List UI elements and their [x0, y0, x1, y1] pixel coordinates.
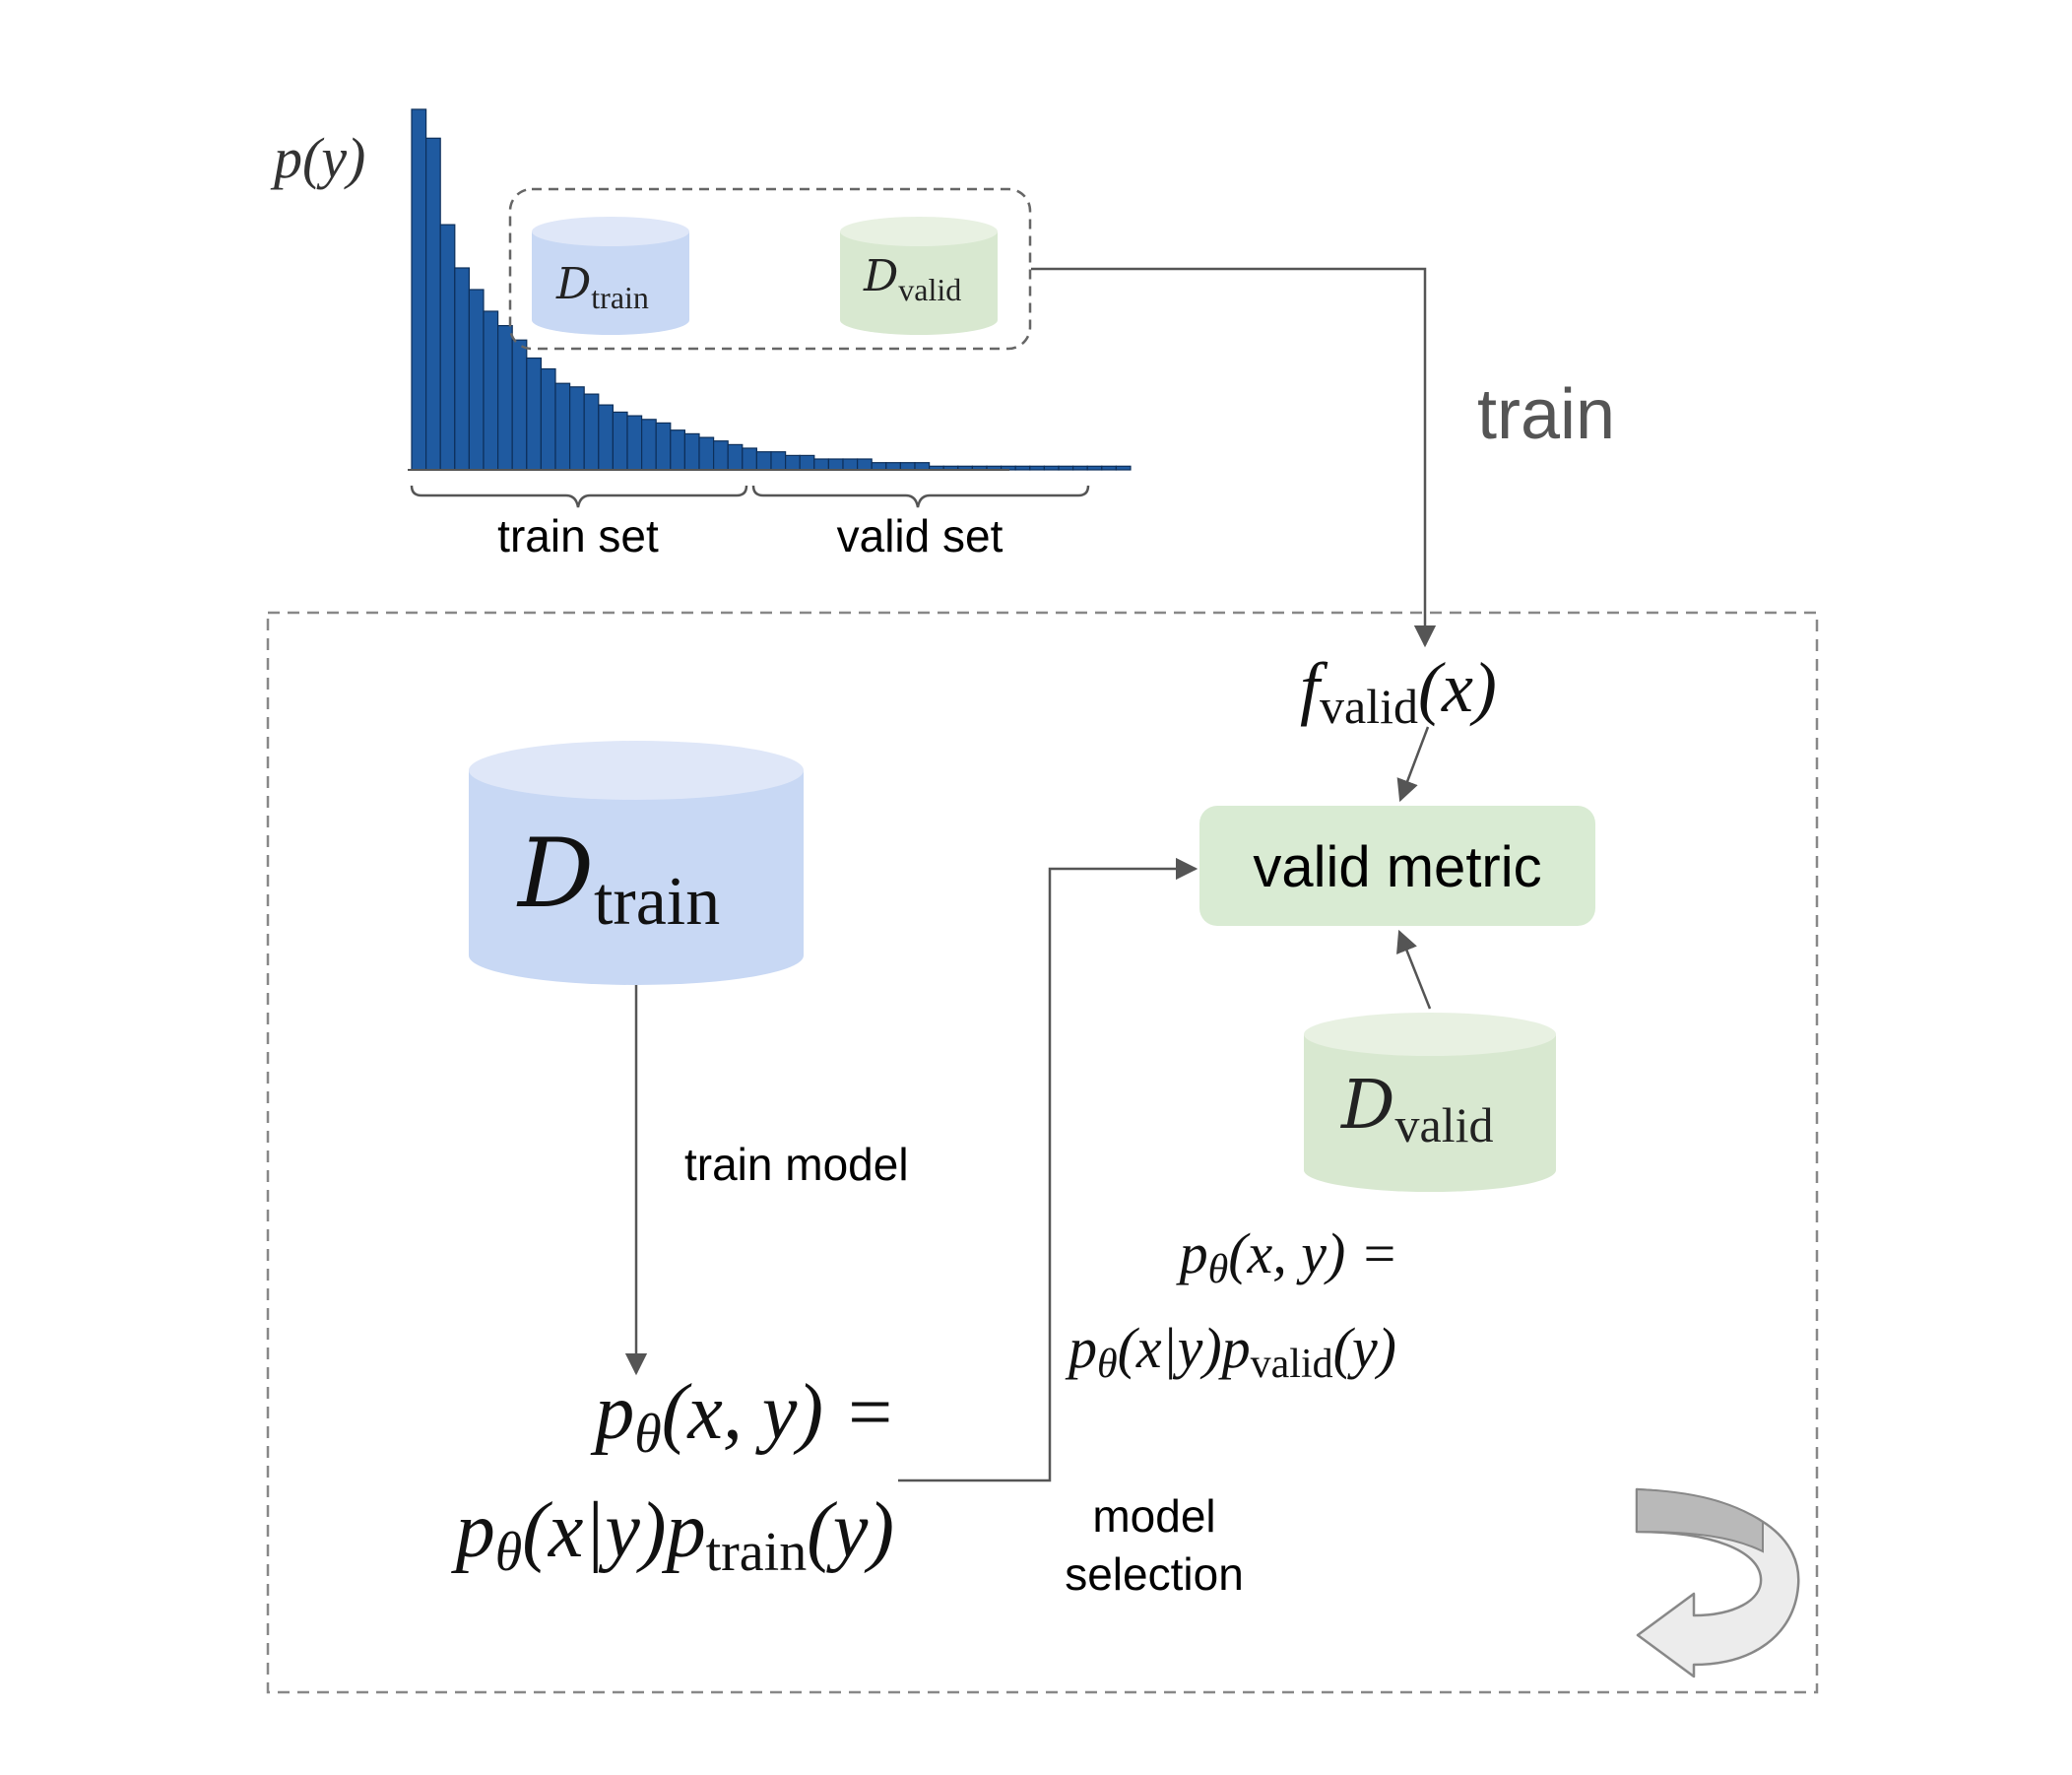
- histogram-ylabel: p(y): [270, 126, 365, 190]
- valid-db-to-metric-arrow: [1396, 929, 1432, 1010]
- train-set-brace: [410, 485, 748, 508]
- valid-joint-line2: pθ(x|y)pvalid(y): [1065, 1316, 1396, 1387]
- histogram-bar-43: [1029, 465, 1046, 471]
- svg-text:Dtrain: Dtrain: [516, 819, 720, 940]
- histogram-bar-27: [799, 454, 815, 471]
- fvalid-to-metric-arrow: [1396, 726, 1430, 803]
- f-valid-formula: fvalid(x): [1300, 648, 1497, 734]
- model-selection-label-2: selection: [1065, 1548, 1244, 1600]
- train-set-label: train set: [497, 510, 659, 561]
- long-tail-histogram: [411, 108, 1132, 471]
- curved-return-arrow-icon: [1635, 1487, 1800, 1678]
- histogram-bar-16: [640, 419, 657, 471]
- big-train-database: Dtrain: [469, 741, 804, 985]
- train-arrow: [1031, 267, 1437, 648]
- histogram-bar-26: [784, 454, 801, 471]
- histogram-bar-14: [612, 411, 628, 471]
- histogram-bar-42: [1014, 465, 1031, 471]
- model-selection-arrow: [898, 857, 1198, 1482]
- small-valid-database: Dvalid: [840, 217, 998, 335]
- histogram-bar-10: [554, 382, 571, 471]
- model-selection-panel: [266, 611, 1819, 1694]
- histogram-bar-32: [871, 462, 887, 471]
- histogram-bar-3: [454, 267, 470, 471]
- histogram-bar-5: [483, 310, 499, 471]
- histogram-bar-22: [727, 443, 744, 471]
- train-joint-line2: pθ(x|y)ptrain(y): [451, 1487, 894, 1583]
- histogram-bar-29: [827, 458, 844, 471]
- histogram-bar-2: [439, 224, 456, 471]
- histogram-bar-34: [899, 462, 916, 471]
- valid-metric-label: valid metric: [1253, 835, 1541, 899]
- valid-set-label: valid set: [837, 510, 1004, 561]
- histogram-bar-0: [411, 108, 427, 471]
- histogram-bar-30: [842, 458, 859, 471]
- histogram-bar-15: [626, 415, 643, 471]
- svg-text:Dtrain: Dtrain: [555, 259, 649, 315]
- train-model-label: train model: [684, 1139, 909, 1190]
- histogram-bar-35: [914, 462, 931, 471]
- train-label: train: [1477, 375, 1615, 454]
- histogram-bar-25: [770, 451, 787, 471]
- histogram-bar-11: [568, 386, 585, 471]
- big-valid-database: Dvalid: [1304, 1013, 1556, 1192]
- dataset-split-group: [508, 187, 1032, 351]
- valid-set-brace: [751, 485, 1090, 508]
- histogram-bar-8: [526, 357, 542, 471]
- valid-metric-box: [1199, 806, 1595, 926]
- histogram-bar-45: [1058, 465, 1074, 471]
- histogram-bar-44: [1043, 465, 1060, 471]
- histogram-bar-7: [511, 339, 528, 471]
- histogram-bar-21: [712, 440, 729, 471]
- histogram-bar-19: [683, 432, 700, 471]
- histogram-bar-24: [755, 451, 772, 471]
- histogram-bar-48: [1101, 465, 1118, 471]
- histogram-bar-33: [885, 462, 901, 471]
- histogram-bar-13: [598, 404, 614, 471]
- model-selection-label-1: model: [1092, 1490, 1215, 1542]
- histogram-bar-6: [497, 325, 513, 471]
- histogram-bar-28: [813, 458, 829, 471]
- histogram-bar-23: [742, 447, 757, 471]
- histogram-bar-20: [698, 436, 715, 471]
- histogram-bar-12: [583, 393, 600, 471]
- histogram-bar-31: [856, 458, 873, 471]
- histogram-bar-49: [1115, 465, 1132, 471]
- svg-text:Dvalid: Dvalid: [863, 251, 961, 307]
- valid-joint-line1: pθ(x, y) =: [1176, 1221, 1398, 1292]
- histogram-bar-1: [425, 137, 441, 471]
- histogram-bar-17: [655, 422, 672, 471]
- histogram-bar-46: [1071, 465, 1088, 471]
- histogram-bar-4: [468, 289, 485, 471]
- svg-text:Dvalid: Dvalid: [1339, 1067, 1494, 1152]
- histogram-bar-47: [1086, 465, 1103, 471]
- small-train-database: Dtrain: [532, 217, 689, 335]
- histogram-bar-9: [540, 367, 556, 471]
- histogram-bar-18: [670, 429, 685, 471]
- train-joint-line1: pθ(x, y) =: [590, 1369, 896, 1465]
